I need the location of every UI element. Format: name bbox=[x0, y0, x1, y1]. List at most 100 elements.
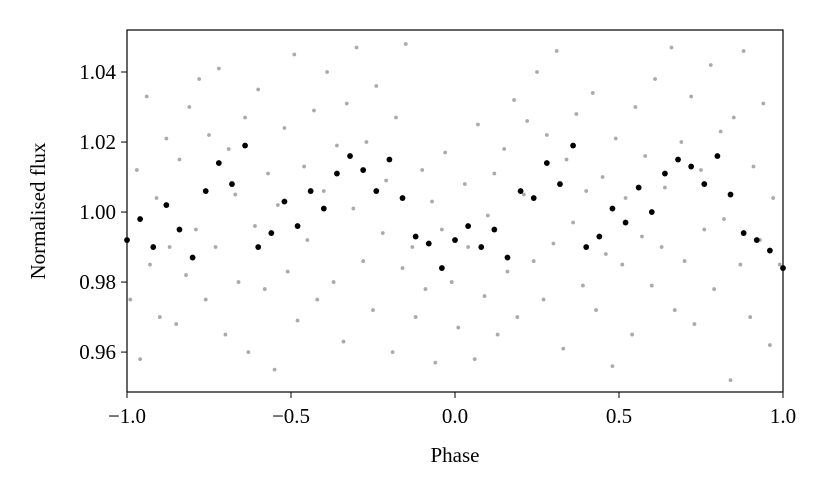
raw-point bbox=[154, 196, 159, 200]
raw-point bbox=[722, 217, 726, 221]
raw-point bbox=[403, 42, 408, 46]
raw-point bbox=[177, 157, 182, 162]
raw-point bbox=[361, 259, 366, 263]
binned-point bbox=[176, 226, 183, 233]
raw-point bbox=[741, 49, 746, 53]
raw-point bbox=[659, 245, 664, 249]
raw-point bbox=[233, 192, 238, 197]
raw-point bbox=[505, 269, 510, 274]
x-tick-label: 0.5 bbox=[606, 404, 632, 428]
raw-point bbox=[164, 136, 169, 141]
raw-point bbox=[663, 185, 667, 190]
raw-point bbox=[187, 105, 192, 109]
binned-point bbox=[491, 226, 498, 233]
binned-point bbox=[320, 205, 327, 212]
raw-point bbox=[341, 339, 346, 344]
raw-point bbox=[275, 203, 280, 207]
plot-frame bbox=[126, 29, 784, 393]
x-tick-label: −1.0 bbox=[108, 404, 146, 428]
raw-point bbox=[295, 318, 300, 323]
raw-point bbox=[535, 70, 539, 74]
raw-point bbox=[718, 129, 723, 134]
raw-point bbox=[702, 227, 707, 232]
raw-point bbox=[682, 259, 687, 263]
raw-point bbox=[623, 196, 628, 200]
raw-point bbox=[643, 154, 648, 158]
binned-point bbox=[570, 142, 576, 149]
raw-point bbox=[620, 262, 625, 267]
raw-point bbox=[128, 297, 133, 302]
binned-point bbox=[740, 230, 747, 236]
binned-point bbox=[766, 247, 773, 254]
raw-point bbox=[321, 189, 326, 193]
binned-point bbox=[530, 195, 537, 201]
raw-point bbox=[564, 157, 569, 162]
binned-point bbox=[215, 160, 222, 166]
y-tick-label: 1.00 bbox=[79, 200, 116, 224]
raw-point bbox=[223, 332, 228, 337]
raw-point bbox=[708, 63, 713, 67]
raw-point bbox=[253, 224, 257, 228]
raw-point bbox=[699, 168, 703, 172]
binned-point bbox=[360, 167, 367, 173]
y-tick-label: 1.02 bbox=[79, 130, 116, 154]
raw-point bbox=[541, 297, 546, 302]
raw-point bbox=[748, 315, 753, 319]
binned-point bbox=[294, 223, 301, 229]
raw-point bbox=[561, 346, 566, 351]
binned-point bbox=[347, 153, 353, 159]
raw-point bbox=[335, 143, 339, 148]
raw-point bbox=[679, 140, 684, 144]
binned-point bbox=[662, 170, 668, 177]
raw-point bbox=[384, 178, 389, 183]
raw-point bbox=[767, 343, 772, 347]
raw-point bbox=[305, 238, 310, 242]
raw-point bbox=[492, 171, 497, 176]
raw-point bbox=[193, 227, 198, 232]
raw-point bbox=[581, 283, 585, 288]
x-tick-label: 1.0 bbox=[770, 404, 796, 428]
raw-point bbox=[410, 245, 415, 249]
binned-point bbox=[281, 198, 288, 205]
raw-point bbox=[692, 322, 697, 326]
raw-point bbox=[594, 308, 598, 312]
binned-point bbox=[557, 181, 563, 187]
raw-point bbox=[531, 259, 536, 263]
binned-point bbox=[504, 254, 511, 261]
raw-point bbox=[203, 297, 208, 302]
binned-point bbox=[701, 181, 708, 187]
y-tick-label: 0.96 bbox=[79, 340, 116, 364]
binned-point bbox=[648, 209, 655, 215]
raw-point bbox=[315, 297, 320, 302]
binned-point bbox=[635, 184, 642, 191]
raw-point bbox=[731, 115, 736, 120]
raw-point bbox=[777, 262, 782, 267]
raw-point bbox=[462, 182, 467, 186]
binned-point bbox=[675, 156, 681, 163]
raw-point bbox=[167, 245, 172, 249]
y-tick-label: 0.98 bbox=[79, 270, 116, 294]
raw-point bbox=[502, 147, 507, 151]
raw-point bbox=[420, 168, 425, 172]
raw-point bbox=[325, 70, 329, 74]
raw-point bbox=[236, 280, 241, 284]
binned-point bbox=[452, 237, 458, 243]
raw-point bbox=[640, 234, 644, 239]
binned-point bbox=[150, 244, 157, 250]
raw-point bbox=[292, 52, 297, 57]
binned-point bbox=[543, 160, 550, 166]
x-axis-label: Phase bbox=[431, 443, 480, 467]
raw-point bbox=[262, 287, 267, 291]
x-tick-label: −0.5 bbox=[272, 404, 310, 428]
binned-point bbox=[425, 240, 432, 247]
binned-point bbox=[609, 205, 616, 212]
binned-point bbox=[399, 195, 406, 201]
raw-point bbox=[653, 77, 657, 81]
raw-point bbox=[495, 332, 500, 337]
raw-point bbox=[197, 77, 202, 81]
raw-point bbox=[603, 252, 608, 256]
raw-point bbox=[515, 315, 520, 319]
raw-point bbox=[351, 206, 356, 211]
binned-point bbox=[268, 230, 275, 236]
